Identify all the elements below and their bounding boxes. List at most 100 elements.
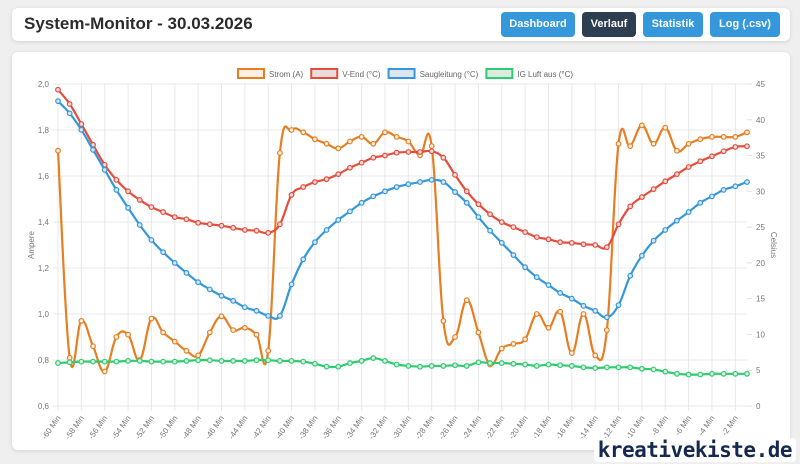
y-right-tick-label: 40: [756, 116, 765, 125]
data-point: [195, 357, 202, 364]
data-point: [685, 209, 692, 215]
data-point: [674, 370, 680, 377]
data-point: [440, 154, 447, 161]
data-point: [160, 329, 167, 336]
data-point: [592, 365, 599, 371]
data-point: [545, 324, 552, 331]
data-point: [55, 98, 61, 105]
data-point: [463, 188, 470, 195]
data-point: [510, 341, 517, 347]
data-point: [78, 121, 85, 127]
legend-item-3[interactable]: IG Luft aus (°C): [485, 68, 573, 79]
legend-swatch: [310, 68, 339, 79]
data-point: [720, 187, 727, 193]
data-point: [498, 360, 505, 366]
data-point: [615, 221, 622, 228]
series-line-1: [57, 89, 748, 250]
x-tick-label: -42 Min: [250, 414, 273, 441]
data-point: [522, 336, 529, 343]
data-point: [615, 140, 622, 147]
data-point: [603, 314, 610, 321]
data-point: [300, 256, 307, 263]
y-left-tick-label: 1,2: [38, 264, 50, 273]
x-tick-label: -56 Min: [87, 414, 110, 441]
data-point: [90, 358, 96, 365]
data-point: [66, 354, 73, 361]
data-point: [580, 241, 587, 248]
x-tick-label: -30 Min: [390, 414, 413, 441]
data-point: [522, 264, 529, 271]
data-point: [323, 140, 330, 147]
x-tick-label: -6 Min: [673, 414, 693, 437]
data-point: [405, 138, 412, 145]
data-point: [125, 331, 131, 338]
data-point: [393, 361, 400, 368]
data-point: [148, 315, 155, 322]
y-left-tick-label: 1,8: [38, 126, 50, 135]
data-point: [452, 362, 458, 369]
data-point: [417, 149, 423, 155]
data-point: [463, 363, 470, 369]
data-point: [720, 133, 727, 140]
data-point: [405, 181, 412, 188]
data-point: [347, 360, 353, 366]
data-point: [370, 154, 377, 161]
data-point: [370, 140, 377, 147]
legend-item-2[interactable]: Saugleitung (°C): [387, 68, 479, 79]
legend-label: V-End (°C): [342, 70, 381, 79]
data-point: [440, 179, 447, 185]
data-point: [206, 357, 213, 364]
data-point: [475, 359, 482, 366]
x-tick-label: -8 Min: [650, 414, 670, 437]
data-point: [335, 145, 342, 152]
data-point: [533, 274, 540, 281]
data-point: [650, 366, 657, 373]
nav-log-csv-button[interactable]: Log (.csv): [710, 12, 780, 37]
data-point: [358, 133, 365, 140]
data-point: [627, 364, 634, 371]
data-point: [183, 216, 190, 223]
data-point: [370, 355, 377, 361]
data-point: [113, 358, 120, 365]
nav-statistik-button[interactable]: Statistik: [643, 12, 703, 37]
data-point: [417, 363, 423, 370]
data-point: [312, 136, 318, 143]
data-point: [136, 222, 143, 228]
nav-dashboard-button[interactable]: Dashboard: [501, 12, 575, 37]
data-point: [276, 150, 283, 156]
data-point: [463, 199, 470, 206]
nav-verlauf-button[interactable]: Verlauf: [582, 12, 636, 37]
legend-swatch: [237, 68, 265, 79]
data-point: [545, 236, 552, 243]
data-point: [744, 179, 750, 185]
data-point: [358, 358, 365, 364]
data-point: [510, 360, 517, 367]
data-point: [603, 364, 610, 371]
data-point: [66, 110, 73, 117]
data-point: [393, 149, 400, 156]
data-point: [206, 329, 213, 336]
data-point: [545, 361, 552, 368]
y-left-tick-label: 1,6: [38, 172, 50, 181]
data-point: [125, 188, 131, 195]
data-point: [744, 129, 750, 136]
data-point: [615, 302, 622, 309]
data-point: [230, 297, 237, 304]
y-left-tick-label: 1,0: [38, 310, 50, 319]
y-right-tick-label: 20: [756, 259, 765, 268]
legend-item-1[interactable]: V-End (°C): [310, 68, 381, 79]
data-point: [557, 290, 564, 296]
data-point: [382, 152, 388, 159]
data-point: [136, 197, 143, 203]
y-right-tick-label: 15: [756, 295, 765, 304]
data-point: [650, 237, 657, 244]
legend-item-0[interactable]: Strom (A): [237, 68, 304, 79]
data-point: [66, 359, 73, 366]
data-point: [288, 281, 295, 288]
data-point: [160, 358, 167, 365]
data-point: [358, 159, 365, 166]
data-point: [510, 224, 517, 231]
data-point: [498, 219, 505, 226]
data-point: [592, 242, 599, 248]
y-left-tick-label: 2,0: [38, 80, 50, 89]
